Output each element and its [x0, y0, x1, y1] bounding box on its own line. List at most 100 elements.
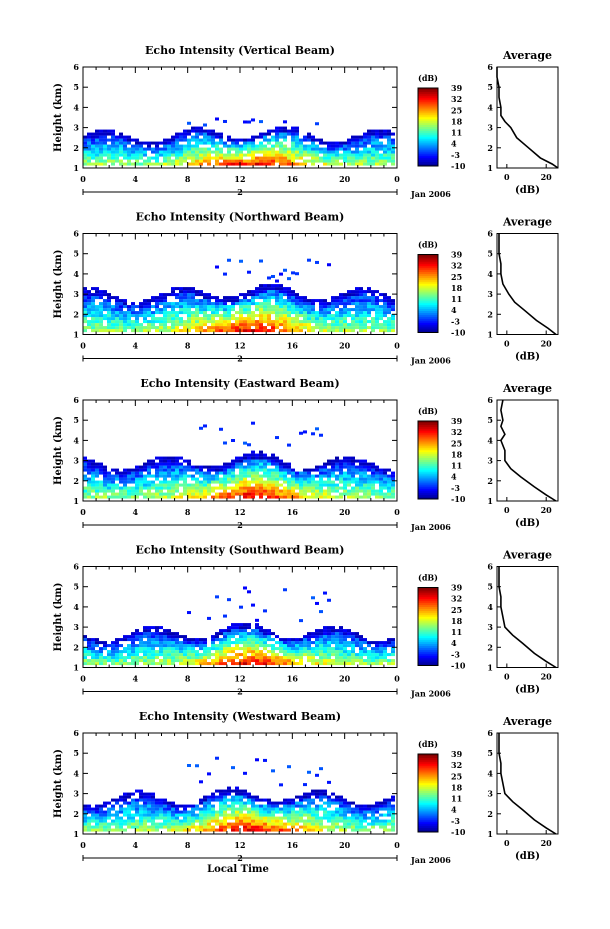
heatmap-cell — [215, 810, 219, 814]
heatmap-cell — [351, 647, 355, 651]
heatmap-cell — [179, 302, 183, 306]
heatmap-cell — [87, 822, 91, 826]
heatmap-cell — [179, 293, 183, 297]
heatmap-cell — [195, 656, 199, 660]
colorbar-tick-label: -10 — [451, 661, 466, 671]
heatmap-cell — [199, 162, 203, 166]
heatmap-cell — [279, 311, 283, 315]
heatmap-cell — [335, 314, 339, 318]
heatmap-cell — [355, 135, 359, 139]
heatmap-cell — [311, 326, 315, 330]
heatmap-cell — [99, 486, 103, 490]
heatmap-cell — [251, 153, 255, 157]
heatmap-cell — [215, 144, 219, 148]
heatmap-cell — [291, 290, 295, 294]
heatmap-cell — [119, 132, 123, 136]
heatmap-cell — [391, 477, 395, 481]
heatmap-cell — [295, 804, 299, 808]
heatmap-cell — [99, 804, 103, 808]
heatmap-cell — [215, 644, 219, 648]
heatmap-cell — [171, 314, 175, 318]
heatmap-cell — [111, 492, 115, 496]
heatmap-cell — [219, 653, 223, 657]
heatmap-cell — [187, 638, 191, 642]
day-marker: 2 — [237, 853, 243, 863]
heatmap-cell — [99, 489, 103, 493]
heatmap-cell — [379, 647, 383, 651]
heatmap-cell — [307, 305, 311, 309]
heatmap-cell — [335, 141, 339, 145]
heatmap-cell — [95, 314, 99, 318]
heatmap-cell — [347, 308, 351, 312]
heatmap-cell — [359, 486, 363, 490]
heatmap-cell — [303, 147, 307, 151]
heatmap-cell — [271, 804, 275, 808]
heatmap-cell — [163, 656, 167, 660]
heatmap-cell — [115, 647, 119, 651]
heatmap-cell — [247, 626, 251, 630]
heatmap-cell — [311, 138, 315, 142]
heatmap-cell — [199, 156, 203, 160]
heatmap-cell — [319, 789, 323, 793]
heatmap-cell — [323, 471, 327, 475]
heatmap-cell — [339, 329, 343, 333]
heatmap-cell — [283, 132, 287, 136]
heatmap-cell — [271, 638, 275, 642]
heatmap-cell — [211, 132, 215, 136]
heatmap-cell — [267, 471, 271, 475]
colorbar-segment — [418, 148, 438, 151]
heatmap-cell — [103, 132, 107, 136]
heatmap-cell — [223, 305, 227, 309]
heatmap-cell — [87, 320, 91, 324]
heatmap-cell — [127, 138, 131, 142]
avg-x-tick-label: 0 — [504, 339, 510, 349]
heatmap-cell — [107, 816, 111, 820]
heatmap-cell — [207, 468, 211, 472]
heatmap-cell — [335, 317, 339, 321]
heatmap-cell — [115, 147, 119, 151]
heatmap-cell — [103, 293, 107, 297]
heatmap-cell — [147, 662, 151, 666]
colorbar-segment — [418, 162, 438, 165]
heatmap-cell — [163, 308, 167, 312]
heatmap-cell — [139, 641, 143, 645]
heatmap-cell — [183, 290, 187, 294]
heatmap-cell — [363, 471, 367, 475]
heatmap-cell — [107, 314, 111, 318]
heatmap-cell — [231, 477, 235, 481]
heatmap-cell — [143, 486, 147, 490]
echo-heatmap — [83, 258, 395, 333]
colorbar-segment — [418, 651, 438, 655]
heatmap-cell — [195, 138, 199, 142]
heatmap-cell — [163, 638, 167, 642]
heatmap-cell — [191, 129, 195, 133]
heatmap-cell — [295, 474, 299, 478]
heatmap-cell — [327, 495, 331, 499]
heatmap-cell — [215, 647, 219, 651]
heatmap-cell — [371, 471, 375, 475]
heatmap-cell — [315, 638, 319, 642]
heatmap-cell — [291, 798, 295, 802]
colorbar-segment — [418, 603, 438, 606]
heatmap-cell — [239, 456, 243, 460]
heatmap-cell — [111, 489, 115, 493]
heatmap-cell — [211, 326, 215, 330]
heatmap-cell — [163, 465, 167, 469]
heatmap-cell — [259, 259, 263, 263]
heatmap-cell — [267, 483, 271, 487]
heatmap-cell — [167, 656, 171, 660]
heatmap-cell — [311, 480, 315, 484]
heatmap-cell — [199, 816, 203, 820]
heatmap-cell — [355, 468, 359, 472]
heatmap-cell — [271, 822, 275, 826]
heatmap-cell — [107, 822, 111, 826]
heatmap-cell — [379, 495, 383, 499]
heatmap-cell — [127, 792, 131, 796]
x-tick-label: 0 — [80, 341, 86, 351]
heatmap-cell — [359, 807, 363, 811]
heatmap-cell — [259, 465, 263, 469]
heatmap-cell — [179, 162, 183, 166]
heatmap-cell — [355, 480, 359, 484]
heatmap-cell — [123, 468, 127, 472]
heatmap-cell — [243, 296, 247, 300]
